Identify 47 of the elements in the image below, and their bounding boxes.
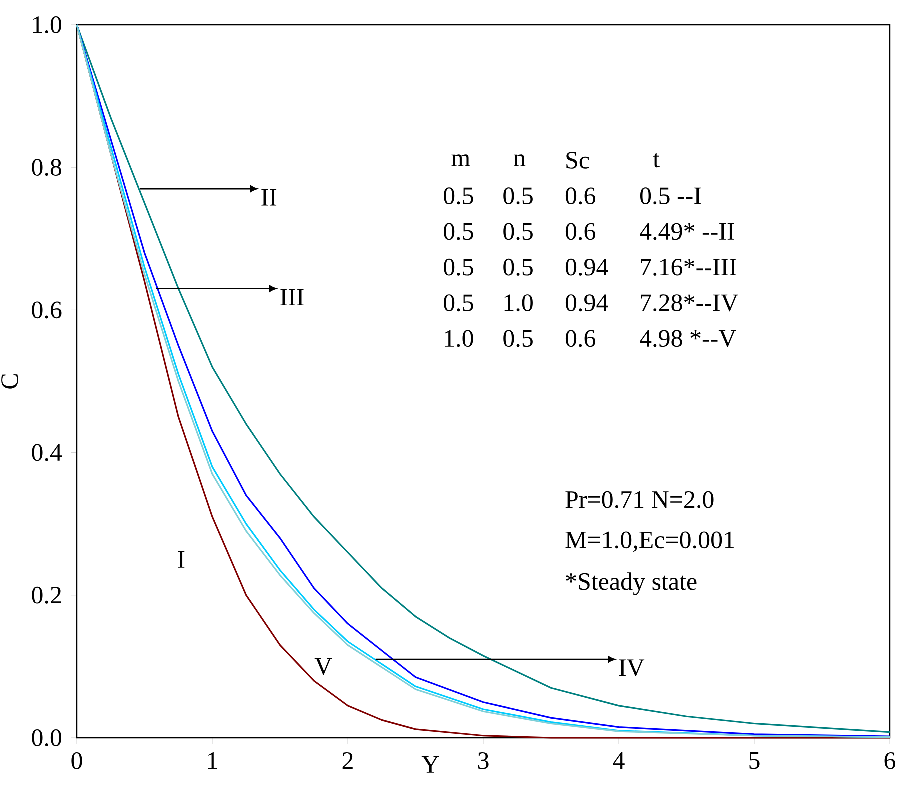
annotation: 0.5 <box>504 330 533 348</box>
annotation: V <box>314 658 332 676</box>
annotation: 1.0 <box>504 294 533 312</box>
annotation: I <box>178 552 185 568</box>
annotation: 7.16*--III <box>641 258 737 276</box>
x-tick-label: 6 <box>884 752 896 770</box>
annotation: 0.6 <box>566 188 596 205</box>
y-axis-title: C <box>2 374 18 389</box>
annotation: m <box>452 154 470 166</box>
annotation: Pr=0.71 N=2.0 <box>566 491 714 508</box>
annotation: M=1.0,Ec=0.001 <box>566 532 734 552</box>
annotation: n <box>514 154 526 166</box>
x-tick-label: 1 <box>208 752 218 770</box>
annotation: 4.98 *--V <box>640 330 736 348</box>
annotation: 0.94 <box>566 258 608 276</box>
x-tick-label: 2 <box>342 752 353 770</box>
y-tick-label: 0.6 <box>32 302 62 319</box>
annotation: IV <box>619 660 645 676</box>
annotation: 0.6 <box>566 330 596 348</box>
annotation: Sc <box>566 152 590 169</box>
x-tick-label: 4 <box>613 752 625 769</box>
y-tick-label: 0.0 <box>32 730 62 746</box>
x-axis-title: Y <box>422 756 440 773</box>
x-tick-label: 0 <box>72 752 82 770</box>
y-tick-label: 1.0 <box>33 16 62 34</box>
annotation: 0.5 <box>504 223 533 240</box>
annotation: 0.5 <box>444 294 474 312</box>
y-tick-label: 0.4 <box>32 444 62 462</box>
annotation: 0.5 <box>444 223 474 240</box>
y-tick-label: 0.8 <box>32 159 62 176</box>
annotation: 0.6 <box>566 223 596 240</box>
annotation: t <box>653 153 660 168</box>
y-tick-label: 0.2 <box>32 586 62 604</box>
annotation: 0.5 <box>444 258 474 276</box>
annotation: 0.5 <box>504 258 533 276</box>
annotation: 7.28*--IV <box>641 294 739 312</box>
annotation: III <box>280 289 304 306</box>
x-tick-label: 3 <box>478 752 489 770</box>
annotation: *Steady state <box>566 572 697 596</box>
annotation: 0.94 <box>566 294 608 312</box>
x-tick-label: 5 <box>750 752 760 770</box>
annotation: 0.5 --I <box>640 188 702 205</box>
annotation: 1.0 <box>445 330 474 348</box>
annotation: 4.49* --II <box>640 223 734 240</box>
annotation: 0.5 <box>504 188 533 205</box>
annotation: II <box>262 189 277 206</box>
annotation: 0.5 <box>444 188 474 205</box>
